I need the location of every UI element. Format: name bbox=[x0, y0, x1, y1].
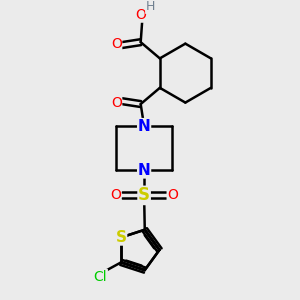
Text: O: O bbox=[111, 37, 122, 51]
Text: N: N bbox=[138, 163, 151, 178]
Text: H: H bbox=[146, 0, 155, 13]
Text: O: O bbox=[167, 188, 178, 203]
Text: O: O bbox=[111, 96, 122, 110]
Text: N: N bbox=[138, 119, 151, 134]
Text: S: S bbox=[116, 230, 127, 245]
Text: Cl: Cl bbox=[94, 269, 107, 284]
Text: O: O bbox=[110, 188, 121, 203]
Text: O: O bbox=[135, 8, 146, 22]
Text: S: S bbox=[138, 186, 150, 204]
